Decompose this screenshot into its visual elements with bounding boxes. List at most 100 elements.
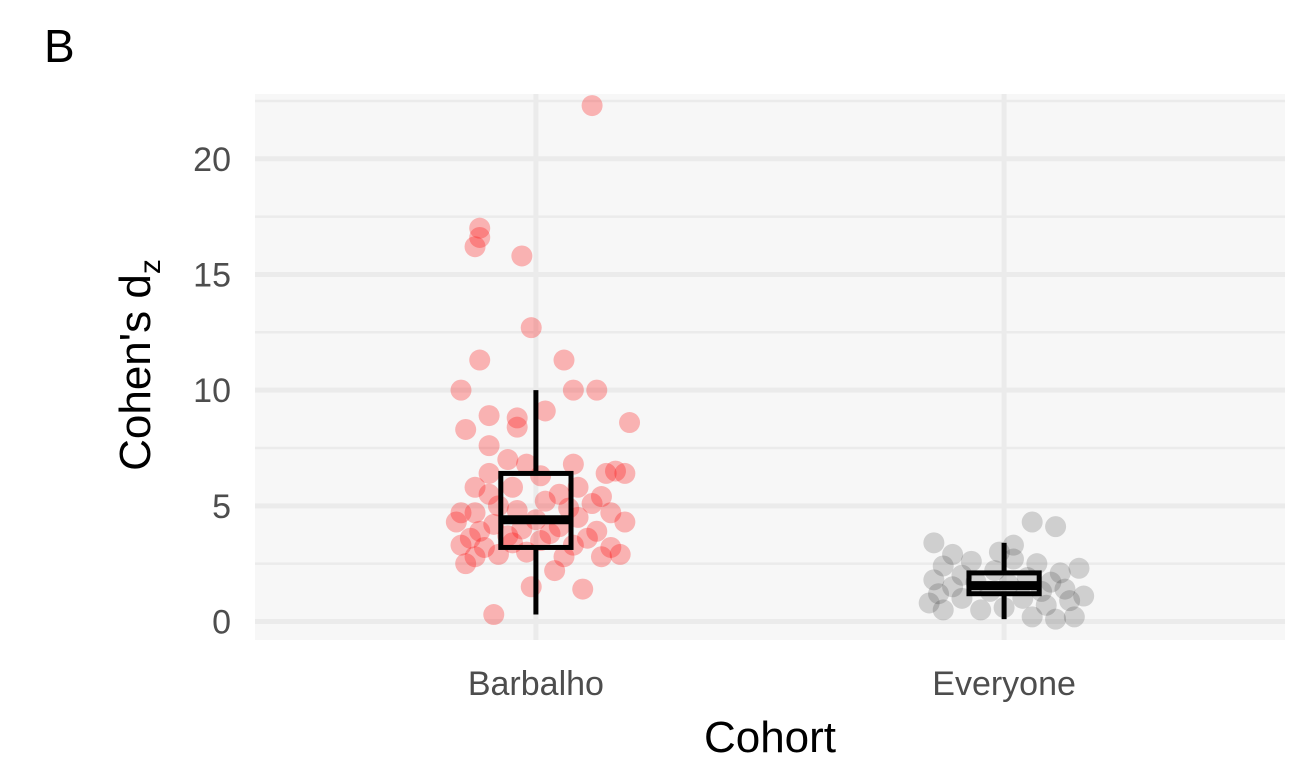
y-tick-label: 15: [193, 256, 231, 294]
data-point: [1002, 548, 1024, 570]
data-point: [511, 245, 533, 267]
data-point: [1021, 606, 1043, 628]
data-point: [923, 532, 945, 554]
data-point: [1068, 557, 1090, 579]
data-point: [1054, 578, 1076, 600]
data-point: [918, 592, 940, 614]
data-point: [1002, 534, 1024, 556]
data-point: [942, 576, 964, 598]
data-point: [619, 412, 641, 434]
data-point: [562, 379, 584, 401]
data-point: [464, 476, 486, 498]
data-point: [1035, 594, 1057, 616]
data-point: [1040, 571, 1062, 593]
data-point: [455, 553, 477, 575]
data-point: [595, 462, 617, 484]
y-axis-title: Cohen's dz: [111, 259, 167, 471]
y-tick-label: 20: [193, 141, 231, 179]
data-point: [1021, 511, 1043, 533]
data-point: [1049, 562, 1071, 584]
data-point: [534, 490, 556, 512]
data-point: [445, 511, 467, 533]
data-point: [497, 449, 519, 471]
boxplots: [498, 390, 1042, 620]
data-point: [942, 543, 964, 565]
data-point: [548, 483, 570, 505]
data-point: [609, 543, 631, 565]
data-point: [502, 476, 523, 498]
data-point: [520, 317, 542, 339]
data-point: [932, 555, 954, 577]
data-point: [590, 546, 612, 568]
plot-background: [255, 94, 1285, 640]
data-point: [450, 502, 472, 524]
data-point: [469, 520, 491, 542]
data-point: [534, 400, 556, 422]
data-point: [1045, 608, 1067, 630]
data-point: [464, 546, 486, 568]
data-point: [553, 546, 575, 568]
data-point: [1026, 553, 1048, 575]
data-point: [614, 511, 636, 533]
data-point: [614, 462, 636, 484]
y-tick-label: 5: [212, 488, 231, 526]
data-point: [450, 379, 472, 401]
data-point: [520, 576, 542, 598]
data-point: [464, 236, 486, 258]
data-point: [960, 550, 982, 572]
data-point: [586, 379, 608, 401]
data-point: [544, 560, 566, 582]
y-axis-title-subscript: z: [134, 259, 167, 274]
data-point: [469, 217, 491, 239]
data-point: [928, 583, 950, 605]
data-point: [450, 534, 472, 556]
data-point: [562, 453, 584, 475]
data-point: [1059, 590, 1081, 612]
data-point: [1063, 606, 1085, 628]
data-point: [576, 527, 598, 549]
data-point: [572, 578, 594, 600]
minor-gridlines: [255, 99, 1285, 565]
data-point: [932, 599, 954, 621]
data-point: [478, 435, 500, 457]
data-point: [605, 460, 626, 482]
x-axis-title: Cohort: [704, 713, 836, 762]
data-point: [483, 604, 505, 626]
data-point: [506, 416, 528, 438]
data-point: [455, 418, 477, 440]
data-point: [539, 523, 561, 545]
data-point: [553, 349, 575, 371]
data-point: [581, 493, 603, 514]
data-point: [970, 599, 992, 621]
data-point: [1045, 516, 1067, 538]
data-point: [590, 486, 612, 508]
x-tick-label: Everyone: [932, 665, 1076, 703]
data-point: [478, 405, 500, 427]
major-gridlines: [255, 94, 1285, 640]
data-point: [923, 569, 945, 591]
x-tick-label: Barbalho: [468, 665, 604, 703]
box-iqr: [498, 470, 574, 550]
data-point: [586, 520, 608, 542]
data-point: [600, 536, 622, 558]
data-point: [478, 483, 500, 505]
data-point: [478, 462, 500, 484]
data-point: [506, 407, 528, 429]
y-tick-label: 10: [193, 372, 231, 410]
data-point: [1073, 585, 1095, 607]
data-point: [516, 453, 538, 475]
data-point: [464, 502, 486, 524]
data-point: [469, 349, 491, 371]
y-tick-labels: 0 5 10 15 20: [193, 141, 231, 642]
panel-letter: B: [44, 20, 75, 72]
x-tick-labels: Barbalho Everyone: [468, 665, 1076, 703]
data-point: [459, 527, 481, 549]
data-point: [581, 95, 603, 117]
data-point: [469, 226, 491, 248]
y-tick-label: 0: [212, 603, 231, 641]
data-point: [473, 536, 495, 558]
y-axis-title-main: Cohen's d: [111, 274, 160, 471]
data-point: [600, 502, 622, 524]
